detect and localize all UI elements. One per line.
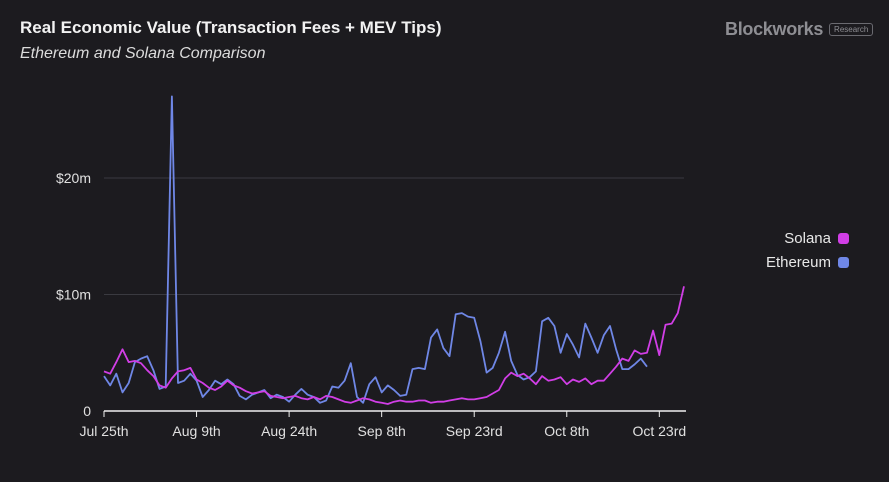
x-axis-ticks: Jul 25th Aug 9th Aug 24th Sep 8th Sep 23rd Oc…: [79, 411, 686, 439]
brand-logo: Blockworks Research: [725, 19, 874, 40]
legend-item-ethereum[interactable]: Ethereum: [766, 250, 849, 274]
x-tick-label: Aug 9th: [172, 423, 220, 439]
legend-swatch-solana: [838, 232, 849, 244]
y-axis-ticks: 0 $10m $20m: [56, 170, 91, 419]
series-lines: [103, 95, 685, 405]
x-tick-label: Aug 24th: [261, 423, 317, 439]
x-tick-label: Oct 8th: [544, 423, 589, 439]
x-tick-label: Sep 23rd: [446, 423, 503, 439]
y-tick-label: 0: [83, 403, 91, 419]
legend-swatch-ethereum: [838, 256, 849, 268]
brand-badge: Research: [829, 23, 874, 36]
chart-subtitle: Ethereum and Solana Comparison: [20, 45, 266, 62]
brand-name: Blockworks: [725, 19, 824, 39]
y-tick-label: $10m: [56, 287, 91, 303]
series-line-solana: [103, 286, 685, 405]
grid-lines: [104, 177, 684, 295]
series-line-ethereum: [103, 95, 648, 404]
legend-item-solana[interactable]: Solana: [766, 226, 849, 250]
x-tick-label: Oct 23rd: [632, 423, 686, 439]
legend-label-solana: Solana: [784, 229, 831, 247]
chart-legend: Solana Ethereum: [766, 226, 849, 274]
legend-label-ethereum: Ethereum: [765, 253, 831, 271]
chart-title: Real Economic Value (Transaction Fees + …: [20, 18, 442, 37]
y-tick-label: $20m: [56, 170, 91, 186]
x-tick-label: Sep 8th: [358, 423, 406, 439]
x-tick-label: Jul 25th: [79, 423, 128, 439]
